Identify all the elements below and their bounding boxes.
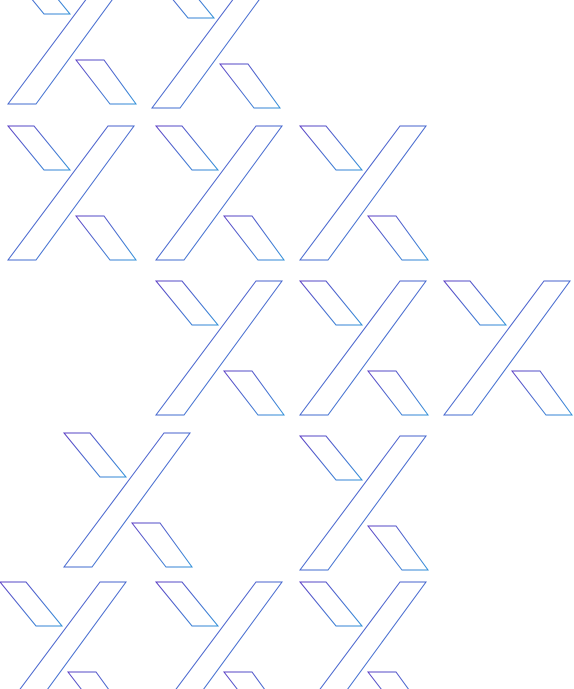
x-logo-icon <box>299 581 429 689</box>
x-logo-icon <box>443 280 573 416</box>
x-logo-icon <box>63 432 193 568</box>
x-logo-icon <box>155 581 285 689</box>
x-logo-icon <box>155 280 285 416</box>
x-logo-icon <box>7 125 137 261</box>
x-logo-icon <box>299 125 429 261</box>
x-logo-icon <box>151 0 281 109</box>
x-logo-icon <box>155 125 285 261</box>
x-logo-icon <box>7 0 137 105</box>
x-logo-icon <box>0 581 129 689</box>
x-logo-icon <box>299 435 429 571</box>
x-logo-icon <box>299 280 429 416</box>
